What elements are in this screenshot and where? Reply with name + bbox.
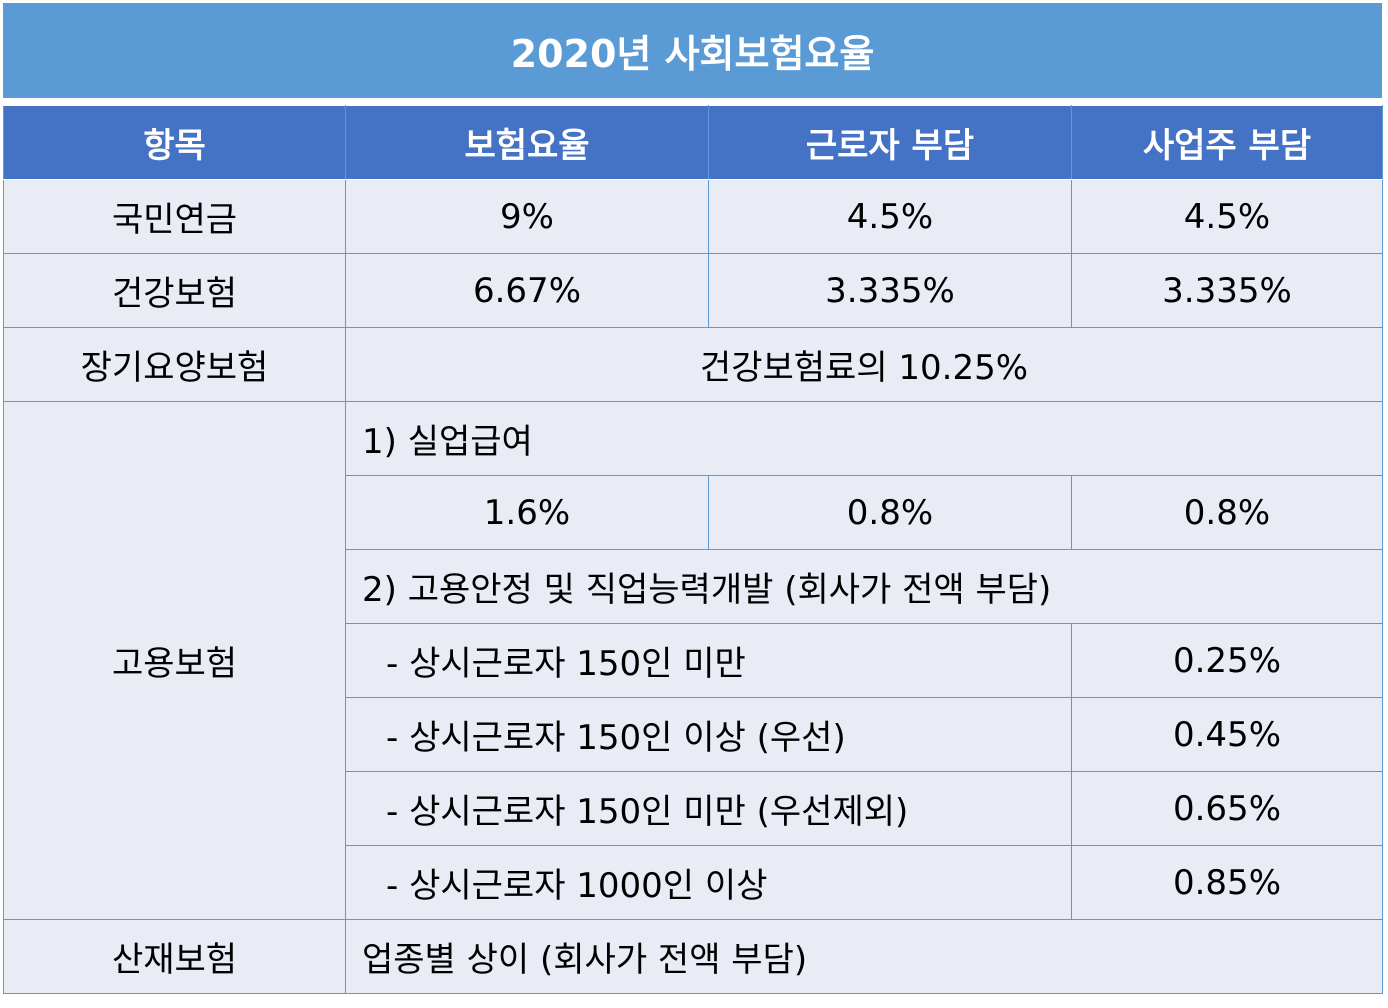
tier-label: - 상시근로자 1000인 이상 — [345, 845, 1072, 920]
page-title: 2020년 사회보험요율 — [3, 3, 1382, 99]
employment-rate: 1.6% — [345, 475, 709, 550]
table-row: - 상시근로자 150인 미만 (우선제외) 0.65% — [4, 771, 1383, 846]
tier-rate: 0.85% — [1071, 845, 1383, 920]
table-row: 고용보험 1) 실업급여 — [3, 401, 1383, 920]
row-name-longterm: 장기요양보험 — [3, 327, 346, 402]
header-employee: 근로자 부담 — [708, 105, 1072, 180]
tier-label: - 상시근로자 150인 미만 — [345, 623, 1072, 698]
health-rate: 6.67% — [345, 253, 709, 328]
tier-rate: 0.65% — [1071, 771, 1383, 846]
insurance-rate-table: 항목 보험요율 근로자 부담 사업주 부담 국민연금 9% 4.5% 4.5% … — [3, 105, 1383, 994]
row-name-employment: 고용보험 — [3, 401, 346, 920]
title-text: 2020년 사회보험요율 — [510, 32, 875, 76]
tier-label: - 상시근로자 150인 이상 (우선) — [345, 697, 1072, 772]
header-rate: 보험요율 — [345, 105, 709, 180]
longterm-note: 건강보험료의 10.25% — [345, 327, 1383, 402]
pension-employee: 4.5% — [708, 179, 1072, 254]
pension-employer: 4.5% — [1071, 179, 1383, 254]
employment-section-1: 1) 실업급여 — [345, 401, 1383, 476]
table-row: 건강보험 6.67% 3.335% 3.335% — [3, 253, 1383, 328]
employment-employer: 0.8% — [1071, 475, 1383, 550]
table-row: 산재보험 업종별 상이 (회사가 전액 부담) — [3, 919, 1383, 994]
header-item: 항목 — [3, 105, 346, 180]
accident-note: 업종별 상이 (회사가 전액 부담) — [345, 919, 1383, 994]
table-row: - 상시근로자 1000인 이상 0.85% — [4, 845, 1383, 920]
table-row: 2) 고용안정 및 직업능력개발 (회사가 전액 부담) — [4, 549, 1383, 624]
tier-rate: 0.45% — [1071, 697, 1383, 772]
header-employer: 사업주 부담 — [1071, 105, 1383, 180]
tier-label: - 상시근로자 150인 미만 (우선제외) — [345, 771, 1072, 846]
table-header-row: 항목 보험요율 근로자 부담 사업주 부담 — [3, 105, 1383, 180]
row-name-accident: 산재보험 — [3, 919, 346, 994]
table-row: 장기요양보험 건강보험료의 10.25% — [3, 327, 1383, 402]
health-employee: 3.335% — [708, 253, 1072, 328]
health-employer: 3.335% — [1071, 253, 1383, 328]
row-name-health: 건강보험 — [3, 253, 346, 328]
employment-employee: 0.8% — [708, 475, 1072, 550]
employment-section-2: 2) 고용안정 및 직업능력개발 (회사가 전액 부담) — [345, 549, 1383, 624]
table-row: - 상시근로자 150인 미만 0.25% — [4, 623, 1383, 698]
tier-rate: 0.25% — [1071, 623, 1383, 698]
row-name-pension: 국민연금 — [3, 179, 346, 254]
table-row: 국민연금 9% 4.5% 4.5% — [3, 179, 1383, 254]
table-row: 1.6% 0.8% 0.8% — [4, 475, 1383, 550]
table-row: - 상시근로자 150인 이상 (우선) 0.45% — [4, 697, 1383, 772]
pension-rate: 9% — [345, 179, 709, 254]
